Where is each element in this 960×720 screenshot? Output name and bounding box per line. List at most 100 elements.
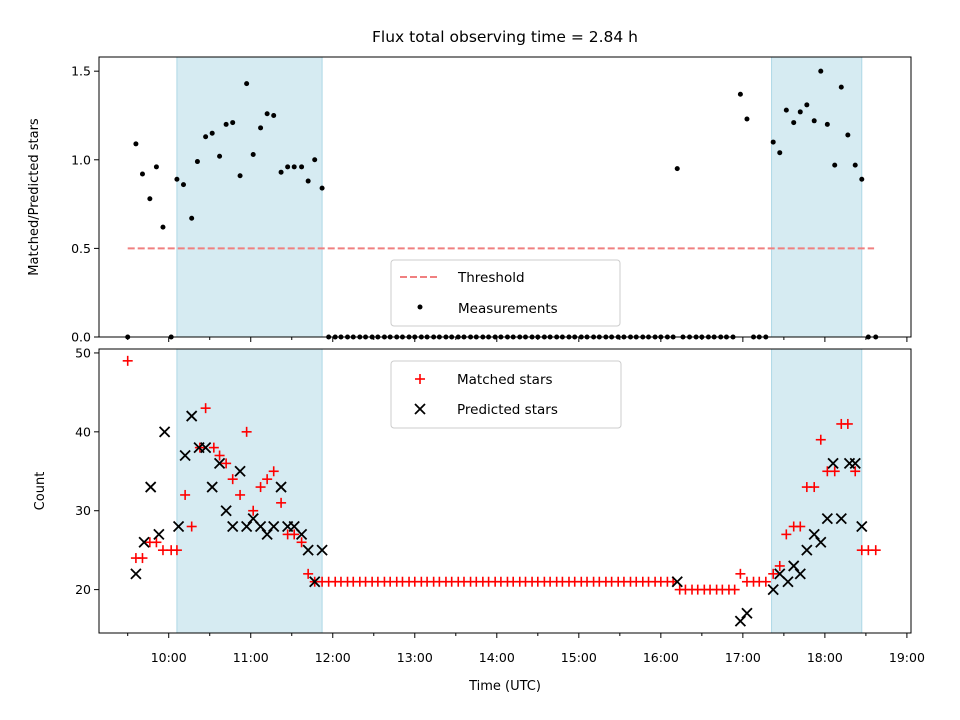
measurement-point: [133, 141, 139, 147]
predicted-star-point-b: [835, 512, 847, 525]
predicted-star-point: [302, 544, 314, 556]
predicted-star-point: [179, 449, 191, 462]
predicted-star-point-b: [199, 441, 212, 454]
predicted-star-point-b: [767, 583, 779, 596]
matched-star-point: [760, 576, 771, 587]
matched-star-point: [729, 584, 740, 595]
matched-star-point: [221, 458, 232, 469]
matched-star-point: [208, 442, 219, 453]
predicted-star-point: [309, 576, 321, 588]
chart-title: Flux total observing time = 2.84 h: [372, 28, 638, 46]
predicted-star-point-b: [671, 576, 683, 588]
predicted-star-point: [220, 505, 232, 517]
predicted-star-point-b: [316, 544, 328, 556]
y-tick-label: 1.5: [71, 64, 91, 79]
predicted-star-point: [186, 410, 198, 422]
matched-star-point: [255, 482, 266, 493]
matched-star-point: [200, 403, 211, 414]
measurement-point: [811, 118, 817, 124]
top-y-ticks: 0.0 0.5 1.0 1.5: [71, 64, 99, 345]
top-legend: Threshold Measurements: [390, 259, 621, 327]
predicted-star-point-b: [145, 481, 157, 493]
predicted-star-point: [206, 481, 218, 493]
bottom-legend: Matched stars Predicted stars: [390, 360, 622, 429]
predicted-star-point-b: [808, 528, 820, 541]
predicted-star-point: [227, 520, 239, 533]
y-tick-label: 0.0: [71, 330, 91, 345]
measurement-point: [770, 139, 776, 145]
measurement-point: [278, 169, 284, 175]
predicted-star-point: [138, 536, 150, 548]
measurement-point: [804, 102, 810, 108]
x-tick-label: 19:00: [889, 650, 925, 665]
predicted-star-point: [767, 583, 779, 596]
measurement-point: [147, 196, 153, 202]
predicted-star-point: [295, 528, 308, 541]
measurement-point: [832, 162, 838, 168]
predicted-star-point-b: [172, 520, 185, 533]
predicted-star-point: [153, 528, 165, 541]
x-tick-label: 16:00: [643, 650, 679, 665]
measurement-point: [319, 185, 325, 191]
matched-star-point: [289, 529, 300, 540]
matched-star-point: [842, 418, 853, 429]
predicted-star-point: [734, 615, 747, 627]
measurement-point: [244, 81, 250, 87]
measurement-point: [194, 159, 200, 165]
legend-threshold-label: Threshold: [457, 270, 525, 286]
measurement-point: [230, 120, 236, 126]
matched-star-point: [303, 568, 314, 579]
predicted-star-point: [261, 528, 273, 541]
x-tick-label: 18:00: [807, 650, 843, 665]
predicted-star-point: [808, 528, 820, 541]
x-tick-label: 14:00: [479, 650, 515, 665]
legend-matched-label: Matched stars: [457, 372, 553, 388]
measurement-point: [180, 182, 186, 188]
matched-star-point: [171, 545, 182, 556]
predicted-star-point-b: [268, 520, 280, 533]
measurement-point: [209, 130, 215, 136]
measurement-point: [312, 157, 318, 163]
legend-plus-marker: [415, 374, 425, 384]
x-tick-label: 10:00: [151, 650, 187, 665]
matched-star-point: [122, 355, 133, 366]
matched-star-point: [227, 474, 238, 485]
predicted-star-point-b: [247, 512, 259, 525]
legend-matched-swatch: [415, 374, 425, 384]
predicted-star-point: [254, 520, 267, 533]
predicted-star-point-b: [220, 505, 232, 517]
legend-measurements-swatch: [417, 304, 423, 310]
measurement-point: [174, 176, 180, 182]
predicted-star-point: [145, 481, 157, 493]
ratio-panel: 0.0 0.5 1.0 1.5 Flux total observing time =…: [27, 28, 912, 345]
predicted-star-point-b: [794, 568, 806, 580]
matched-star-point: [774, 560, 785, 571]
x-tick-label: 12:00: [315, 650, 351, 665]
y-tick-label: 50: [75, 345, 91, 360]
predicted-star-point: [801, 544, 813, 556]
predicted-star-point: [788, 560, 800, 572]
predicted-star-point-b: [801, 544, 813, 556]
measurement-point: [258, 125, 264, 131]
predicted-star-point: [671, 576, 683, 588]
predicted-star-point-b: [741, 607, 753, 619]
legend-predicted-label: Predicted stars: [457, 402, 558, 418]
predicted-star-point-b: [815, 536, 827, 548]
matched-star-point: [296, 537, 307, 548]
matched-star-point: [815, 434, 826, 445]
bottom-y-axis-label: Count: [33, 472, 48, 511]
matched-star-point: [180, 489, 191, 500]
measurement-point: [153, 164, 159, 170]
predicted-star-point: [821, 512, 833, 525]
predicted-star-point-b: [827, 457, 839, 470]
measurement-point: [305, 178, 311, 184]
matched-star-point: [809, 482, 820, 493]
measurement-point: [250, 151, 256, 157]
top-shaded-intervals: [176, 56, 863, 338]
predicted-star-point-b: [782, 576, 794, 588]
matched-star-point: [235, 489, 246, 500]
predicted-star-point: [856, 520, 868, 533]
measurement-point: [674, 166, 680, 172]
predicted-star-point-b: [774, 568, 786, 580]
